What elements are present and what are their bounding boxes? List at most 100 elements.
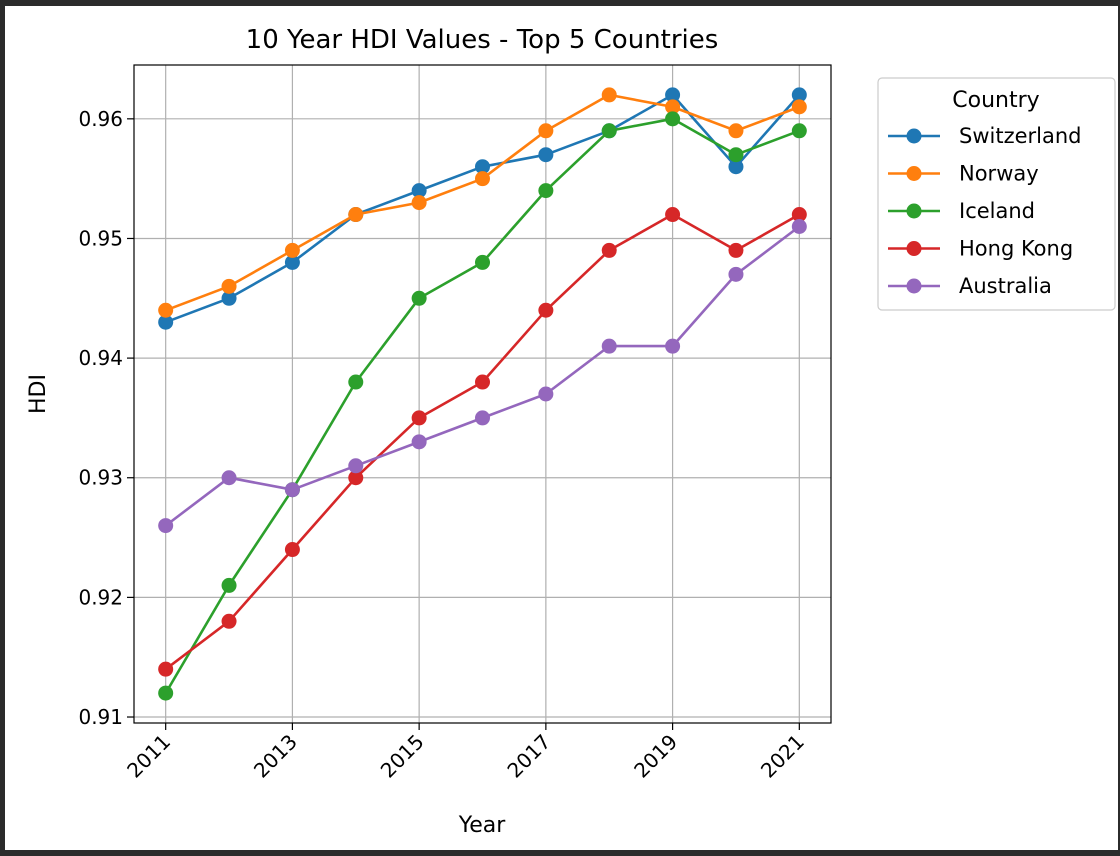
data-point-switzerland <box>791 87 807 103</box>
data-point-iceland <box>728 147 744 163</box>
series-lines <box>158 87 807 701</box>
data-point-hong-kong <box>348 470 364 486</box>
legend-label: Australia <box>959 274 1052 298</box>
data-point-switzerland <box>475 159 490 175</box>
data-point-switzerland <box>728 159 744 175</box>
y-tick-label: 0.96 <box>78 107 123 131</box>
data-point-switzerland <box>284 254 300 270</box>
data-point-norway <box>791 99 807 115</box>
series-australia <box>158 219 807 534</box>
data-point-australia <box>221 470 237 486</box>
data-point-australia <box>475 410 490 426</box>
x-tick-label: 2015 <box>376 730 429 783</box>
y-tick-label: 0.91 <box>78 705 123 729</box>
x-tick-label: 2019 <box>629 730 682 783</box>
data-point-australia <box>665 338 681 354</box>
data-point-hong-kong <box>728 242 744 258</box>
legend: Country Switzerland Norway Iceland Hong Kon… <box>877 77 1116 311</box>
data-point-australia <box>158 518 174 534</box>
data-point-australia <box>538 386 554 402</box>
data-point-iceland <box>791 123 807 139</box>
data-point-norway <box>158 302 174 318</box>
legend-item-australia: Australia <box>888 274 1052 298</box>
data-point-iceland <box>538 183 554 199</box>
series-switzerland <box>158 87 807 330</box>
data-point-hong-kong <box>284 542 300 558</box>
legend-item-norway: Norway <box>888 162 1039 186</box>
y-axis-label: HDI <box>26 374 51 414</box>
data-point-hong-kong <box>791 207 807 223</box>
y-tick-label: 0.92 <box>78 585 123 609</box>
chart-title: 10 Year HDI Values - Top 5 Countries <box>246 25 719 55</box>
data-point-norway <box>284 242 300 258</box>
data-point-switzerland <box>538 147 554 163</box>
plot-area-frame <box>133 64 832 724</box>
data-point-norway <box>221 278 237 294</box>
legend-marker <box>906 203 922 219</box>
data-point-iceland <box>221 577 237 593</box>
legend-marker <box>906 166 922 181</box>
data-point-norway <box>601 87 617 103</box>
x-axis-label: Year <box>458 813 507 838</box>
data-point-australia <box>601 338 617 354</box>
series-norway <box>158 87 807 318</box>
data-point-hong-kong <box>411 410 427 426</box>
data-point-hong-kong <box>475 374 490 390</box>
series-hong-kong <box>158 207 807 677</box>
data-point-hong-kong <box>538 302 554 318</box>
legend-label: Switzerland <box>959 124 1082 148</box>
legend-item-iceland: Iceland <box>888 199 1035 223</box>
data-point-norway <box>538 123 554 139</box>
legend-label: Iceland <box>959 199 1035 223</box>
x-tick-label: 2013 <box>249 730 302 783</box>
x-tick-label: 2017 <box>502 730 555 783</box>
data-point-iceland <box>475 254 490 270</box>
data-point-iceland <box>601 123 617 139</box>
legend-marker <box>906 128 922 144</box>
legend-label: Hong Kong <box>959 237 1073 261</box>
x-tick-label: 2011 <box>122 730 175 783</box>
legend-marker <box>906 241 922 256</box>
data-point-iceland <box>158 685 174 701</box>
data-point-norway <box>475 171 490 187</box>
data-point-australia <box>284 482 300 498</box>
axis-ticks: 2011 2013 2015 2017 2019 2021 0.91 0.92 0.93 0.94… <box>78 107 808 783</box>
legend-label: Norway <box>959 162 1039 186</box>
data-point-iceland <box>411 290 427 306</box>
x-tick-label: 2021 <box>756 730 809 783</box>
series-line-hong-kong <box>164 213 800 671</box>
data-point-australia <box>728 266 744 282</box>
data-point-norway <box>348 207 364 223</box>
data-point-switzerland <box>221 290 237 306</box>
series-line-iceland <box>164 117 800 694</box>
data-point-norway <box>665 99 681 115</box>
data-point-hong-kong <box>158 661 174 677</box>
legend-item-switzerland: Switzerland <box>888 124 1082 148</box>
data-point-switzerland <box>665 87 681 103</box>
legend-title: Country <box>952 88 1039 113</box>
data-point-hong-kong <box>665 207 681 223</box>
grid-lines <box>134 65 831 723</box>
data-point-switzerland <box>411 183 427 199</box>
data-point-hong-kong <box>221 613 237 629</box>
y-tick-label: 0.93 <box>78 466 123 490</box>
series-line-norway <box>165 93 800 312</box>
hdi-line-chart: 10 Year HDI Values - Top 5 Countries 201… <box>26 25 1116 838</box>
data-point-norway <box>728 123 744 139</box>
data-point-australia <box>348 458 364 474</box>
series-iceland <box>158 111 807 701</box>
y-tick-label: 0.94 <box>78 346 123 370</box>
data-point-iceland <box>348 374 364 390</box>
legend-marker <box>906 278 922 294</box>
y-tick-label: 0.95 <box>78 226 123 250</box>
legend-item-hong-kong: Hong Kong <box>888 237 1073 261</box>
legend-items: Switzerland Norway Iceland Hong Kong Austral… <box>888 124 1082 298</box>
data-point-switzerland <box>158 314 174 330</box>
data-point-australia <box>791 219 807 235</box>
data-point-norway <box>411 195 427 211</box>
data-point-iceland <box>665 111 681 127</box>
data-point-australia <box>411 434 427 450</box>
data-point-hong-kong <box>601 242 617 258</box>
series-line-switzerland <box>165 93 801 324</box>
